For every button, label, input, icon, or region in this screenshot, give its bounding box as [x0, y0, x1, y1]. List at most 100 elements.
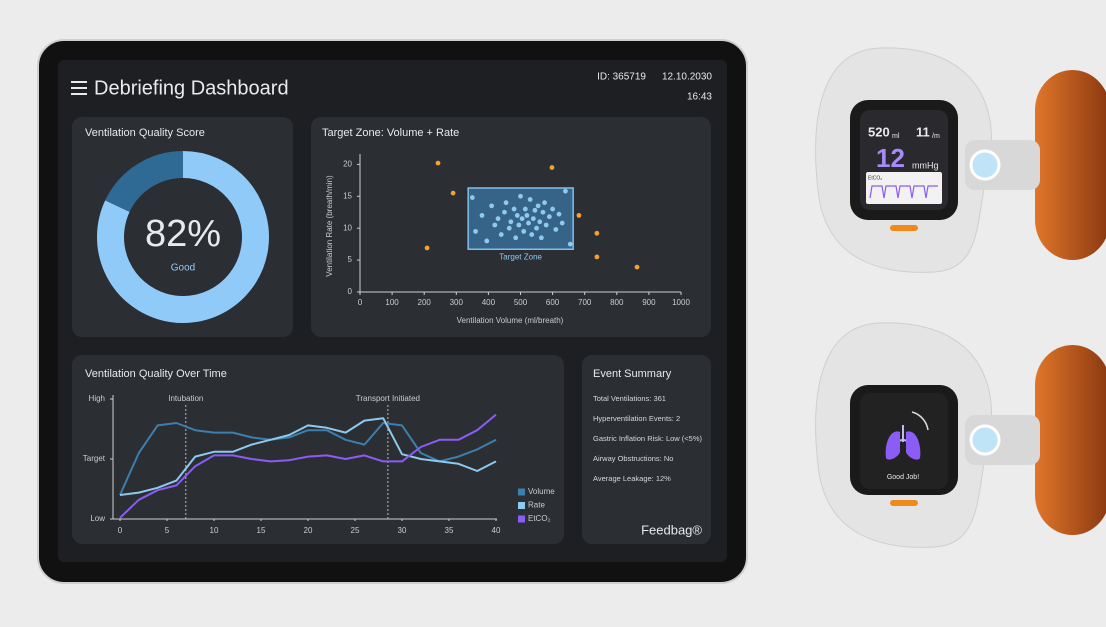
x-tick-label: 200 [418, 298, 432, 307]
scatter-point [435, 160, 441, 166]
scatter-point [594, 254, 600, 260]
device-message: Good Job! [887, 474, 919, 481]
scatter-point [524, 213, 530, 218]
scatter-point [450, 190, 456, 196]
patient-id: ID: 365719 [597, 72, 646, 83]
device-etco2: 12 [876, 143, 905, 173]
dashboard-title: Debriefing Dashboard [94, 77, 289, 99]
scatter-point [473, 228, 478, 234]
x-tick-label: 20 [304, 526, 313, 535]
scatter-point [550, 206, 555, 212]
legend-swatch [518, 515, 525, 523]
events-panel [582, 355, 711, 544]
scatter-point [535, 203, 541, 209]
device-top [815, 47, 1106, 273]
scatter-point [506, 225, 512, 231]
date: 12.10.2030 [662, 72, 712, 83]
scatter-point [489, 203, 495, 209]
legend-swatch [518, 488, 525, 496]
scatter-point [479, 213, 485, 218]
legend-label: Volume [528, 487, 555, 496]
scatter-point [518, 193, 523, 199]
scatter-point [484, 238, 490, 244]
x-tick-label: 900 [642, 298, 656, 307]
scatter-point [469, 195, 475, 200]
scatter-point [502, 209, 507, 215]
x-tick-label: 700 [578, 298, 592, 307]
x-tick-label: 600 [546, 298, 560, 307]
x-tick-label: 15 [257, 526, 266, 535]
panel-title: Ventilation Quality Over Time [85, 368, 227, 380]
scatter-point [543, 222, 549, 228]
x-tick-label: 25 [351, 526, 360, 535]
y-tick-label: Low [90, 514, 105, 523]
series-line [119, 417, 497, 496]
donut-segment [105, 151, 184, 213]
event-item: Airway Obstructions: No [593, 454, 673, 463]
scatter-point [503, 200, 509, 206]
y-tick-label: High [89, 394, 105, 403]
x-axis-label: Ventilation Volume (ml/breath) [457, 316, 564, 325]
scatter-point [546, 214, 552, 220]
x-tick-label: 1000 [672, 298, 690, 307]
x-tick-label: 35 [445, 526, 454, 535]
scatter-point [492, 222, 498, 228]
y-tick-label: 5 [348, 255, 353, 264]
brand: Feedbag® [641, 522, 702, 537]
scatter-point [519, 216, 525, 222]
donut-segment [97, 151, 269, 323]
device-etco2-unit: mmHg [912, 160, 939, 170]
event-item: Total Ventilations: 361 [593, 394, 666, 403]
panel-title: Event Summary [593, 368, 672, 380]
score-value: 82% [145, 213, 221, 255]
x-tick-label: 300 [450, 298, 464, 307]
scatter-point [522, 206, 528, 212]
event-item: Hyperventilation Events: 2 [593, 414, 680, 423]
scatter-point [532, 207, 538, 213]
scatter-point [424, 245, 430, 251]
scatter-point [538, 235, 544, 241]
scatter-point [514, 213, 520, 218]
scatter-point [527, 197, 533, 202]
panel-title: Ventilation Quality Score [85, 127, 205, 139]
x-tick-label: 500 [514, 298, 528, 307]
y-tick-label: 15 [343, 191, 352, 200]
scatter-point [529, 232, 535, 237]
scatter-point [534, 225, 539, 231]
scatter-point [559, 220, 565, 226]
time: 16:43 [687, 92, 712, 103]
scatter-point [516, 222, 522, 228]
y-tick-label: 0 [348, 287, 353, 296]
score-rating: Good [171, 263, 195, 274]
scatter-point [576, 213, 582, 218]
annotation-label: Intubation [168, 394, 203, 403]
scatter-point [508, 219, 514, 225]
device-rate-unit: /m [932, 133, 940, 140]
scatter-point [553, 227, 559, 232]
scatter-point [634, 264, 640, 270]
series-line [119, 422, 497, 496]
panel-title: Target Zone: Volume + Rate [322, 127, 459, 139]
legend-label: Rate [528, 501, 545, 510]
scatter-point [567, 241, 573, 247]
x-tick-label: 400 [482, 298, 496, 307]
x-tick-label: 800 [610, 298, 624, 307]
scatter-point [594, 230, 600, 236]
scatter-point [540, 209, 546, 215]
device-trace-label: EtCO₂ [868, 175, 882, 181]
menu-icon[interactable] [71, 81, 87, 95]
y-tick-label: 20 [343, 159, 352, 168]
device-volume: 520 [868, 124, 890, 139]
scatter-point [511, 206, 517, 212]
scatter-point [513, 235, 519, 241]
event-item: Gastric Inflation Risk: Low (<5%) [593, 434, 702, 443]
annotation-label: Transport Initiated [356, 394, 420, 403]
scatter-point [495, 216, 501, 222]
y-tick-label: 10 [343, 223, 352, 232]
device-rate: 11 [916, 124, 930, 139]
scatter-point [526, 220, 531, 226]
device-volume-unit: ml [892, 133, 900, 140]
scatter-point [537, 219, 543, 225]
event-item: Average Leakage: 12% [593, 474, 671, 483]
